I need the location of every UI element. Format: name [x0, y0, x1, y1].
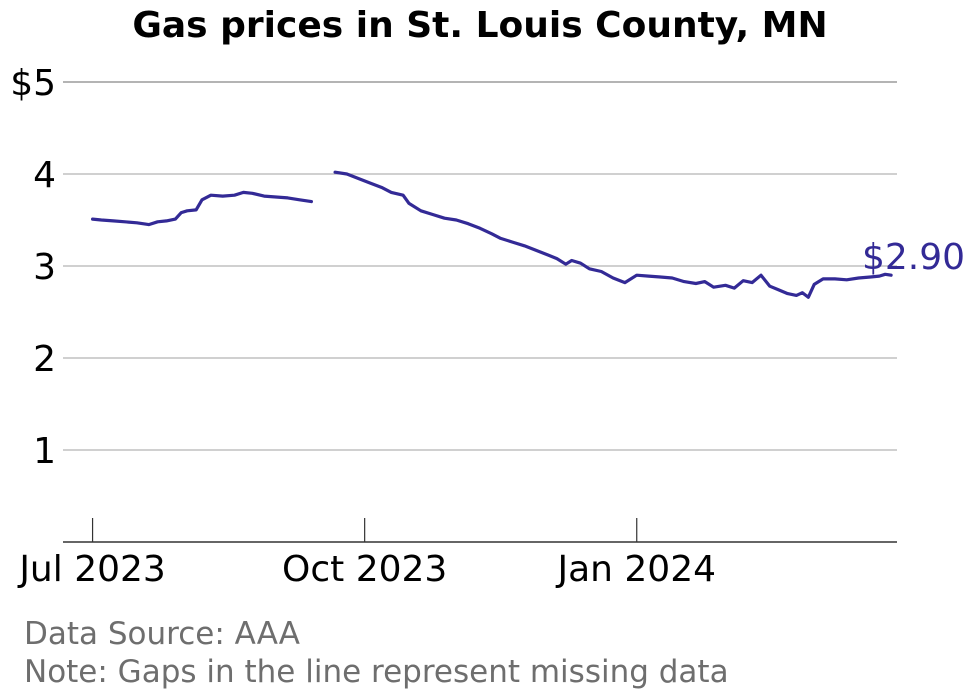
- x-tick-label: Jul 2023: [17, 549, 166, 590]
- missing-data-note: Note: Gaps in the line represent missing…: [24, 654, 729, 690]
- chart-title: Gas prices in St. Louis County, MN: [132, 5, 827, 46]
- x-tick-label: Jan 2024: [555, 549, 716, 590]
- x-tick-label: Oct 2023: [282, 549, 447, 590]
- line-chart: Gas prices in St. Louis County, MN 1 2 3 4 $…: [10, 5, 965, 590]
- end-value-label: $2.90: [862, 237, 965, 278]
- y-tick-label: 1: [33, 431, 56, 472]
- x-axis-ticks: Jul 2023 Oct 2023 Jan 2024: [17, 518, 716, 590]
- y-tick-label: 3: [33, 247, 56, 288]
- price-series: [91, 170, 893, 299]
- price-line-segment: [333, 170, 893, 299]
- y-axis-tick-labels: 1 2 3 4 $5: [10, 63, 56, 472]
- y-tick-label: $5: [10, 63, 56, 104]
- price-line-segment: [91, 190, 313, 227]
- data-source-note: Data Source: AAA: [24, 616, 300, 652]
- grid-lines: [63, 81, 897, 451]
- y-tick-label: 2: [33, 339, 56, 380]
- y-tick-label: 4: [33, 155, 56, 196]
